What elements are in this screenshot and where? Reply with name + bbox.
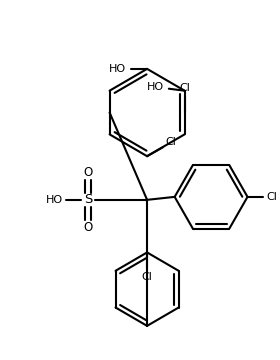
- Text: HO: HO: [109, 64, 126, 74]
- Text: Cl: Cl: [142, 272, 153, 282]
- Text: O: O: [83, 221, 93, 234]
- Text: Cl: Cl: [267, 192, 277, 202]
- Text: HO: HO: [146, 82, 164, 92]
- Text: O: O: [83, 166, 93, 179]
- Text: HO: HO: [46, 195, 63, 205]
- Text: Cl: Cl: [165, 137, 176, 147]
- Text: Cl: Cl: [179, 83, 190, 93]
- Text: S: S: [84, 193, 92, 206]
